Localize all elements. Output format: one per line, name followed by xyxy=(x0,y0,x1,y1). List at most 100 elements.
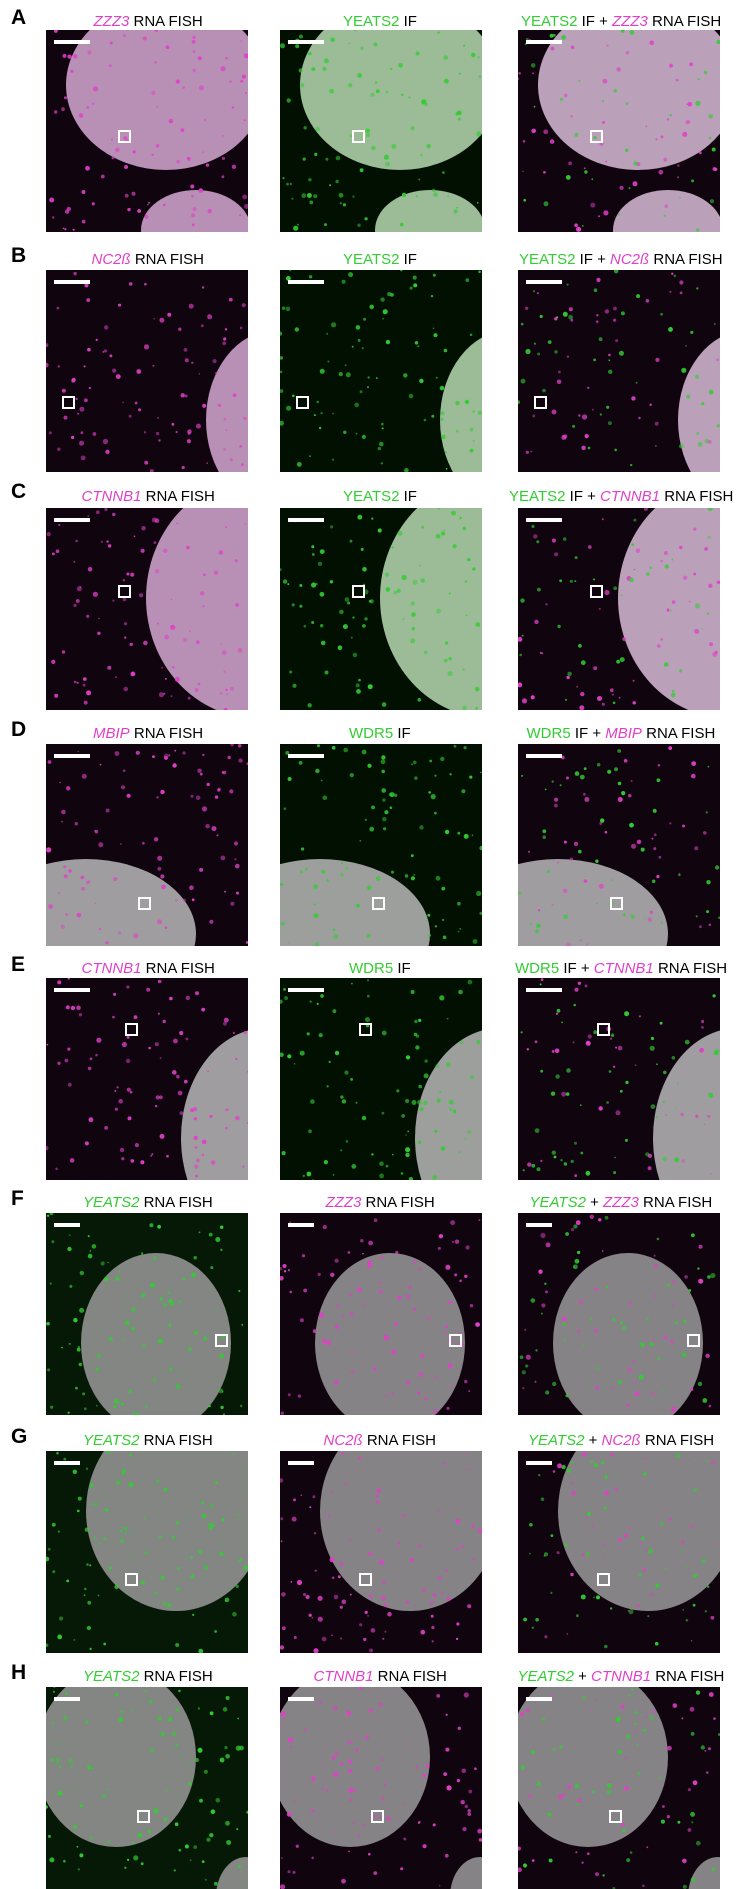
punctum xyxy=(633,568,636,571)
punctum xyxy=(381,1030,387,1036)
label-part: RNA FISH xyxy=(649,251,723,268)
punctum xyxy=(237,647,243,653)
punctum xyxy=(651,1392,655,1396)
punctum xyxy=(638,416,641,420)
punctum xyxy=(397,1541,401,1545)
punctum xyxy=(701,1020,705,1023)
punctum xyxy=(464,580,468,583)
punctum xyxy=(567,1784,572,1789)
scale-bar xyxy=(288,988,324,992)
punctum xyxy=(227,755,231,760)
punctum xyxy=(194,1757,200,1763)
punctum xyxy=(52,1570,56,1574)
panel-label: YEATS2 IF + ZZZ3 RNA FISH xyxy=(521,13,721,30)
punctum xyxy=(629,30,635,35)
punctum xyxy=(626,1858,631,1863)
punctum xyxy=(133,535,136,538)
punctum xyxy=(618,696,621,699)
punctum xyxy=(631,396,636,401)
punctum xyxy=(566,1068,571,1073)
panel-label: WDR5 IF xyxy=(349,960,411,977)
punctum xyxy=(570,1460,573,1464)
punctum xyxy=(355,683,360,688)
punctum xyxy=(696,1840,701,1846)
punctum xyxy=(361,749,367,755)
punctum xyxy=(559,1745,563,1749)
punctum xyxy=(108,1566,112,1570)
punctum xyxy=(82,1392,86,1396)
punctum xyxy=(364,1304,367,1306)
punctum xyxy=(175,79,180,84)
punctum xyxy=(704,438,710,444)
punctum xyxy=(373,1218,378,1222)
punctum xyxy=(529,1523,533,1527)
micrograph-panel xyxy=(518,270,720,472)
punctum xyxy=(382,798,386,802)
punctum xyxy=(539,651,542,654)
punctum xyxy=(364,217,368,221)
punctum xyxy=(445,1747,450,1752)
punctum xyxy=(229,458,233,462)
punctum xyxy=(445,1264,451,1270)
punctum xyxy=(83,677,87,681)
punctum xyxy=(203,118,206,122)
punctum xyxy=(191,213,195,218)
punctum xyxy=(151,90,156,95)
punctum xyxy=(393,590,397,595)
punctum xyxy=(649,1045,655,1051)
punctum xyxy=(639,1540,643,1544)
punctum xyxy=(409,1558,414,1563)
panel-label: ZZZ3 RNA FISH xyxy=(326,1194,435,1211)
panel-label: WDR5 IF + MBIP RNA FISH xyxy=(527,725,716,742)
punctum xyxy=(122,1339,125,1342)
punctum xyxy=(130,1159,135,1163)
punctum xyxy=(635,548,641,553)
punctum xyxy=(347,601,351,605)
punctum xyxy=(360,46,364,50)
punctum xyxy=(617,1473,620,1476)
punctum xyxy=(417,698,422,702)
punctum xyxy=(717,1733,720,1736)
punctum xyxy=(104,508,108,511)
punctum xyxy=(407,1130,410,1133)
punctum xyxy=(429,759,433,763)
punctum xyxy=(469,427,474,432)
punctum xyxy=(299,1318,304,1323)
nucleus xyxy=(613,190,720,232)
punctum xyxy=(373,1367,377,1371)
punctum xyxy=(570,45,575,50)
micrograph-image xyxy=(46,508,248,710)
punctum xyxy=(76,1845,79,1848)
punctum xyxy=(55,1760,59,1764)
punctum xyxy=(195,795,201,801)
punctum xyxy=(708,923,711,926)
punctum xyxy=(237,744,242,748)
punctum xyxy=(366,933,371,938)
punctum xyxy=(534,1128,540,1133)
punctum xyxy=(319,1761,322,1764)
punctum xyxy=(100,174,105,179)
punctum xyxy=(316,400,319,404)
punctum xyxy=(46,1043,49,1046)
punctum xyxy=(280,43,285,49)
punctum xyxy=(244,523,247,525)
punctum xyxy=(367,1551,373,1557)
punctum xyxy=(706,910,710,914)
punctum xyxy=(568,161,572,166)
punctum xyxy=(518,682,523,688)
label-part: RNA FISH xyxy=(640,1432,715,1449)
label-part: RNA FISH xyxy=(660,488,734,505)
punctum xyxy=(475,706,479,710)
punctum xyxy=(633,161,638,166)
punctum xyxy=(529,923,532,926)
roi-box xyxy=(215,1334,228,1347)
punctum xyxy=(604,1215,609,1220)
punctum xyxy=(418,178,421,181)
punctum xyxy=(660,638,664,641)
punctum xyxy=(539,983,542,986)
punctum xyxy=(331,746,336,750)
punctum xyxy=(681,1550,684,1553)
punctum xyxy=(411,1100,417,1105)
punctum xyxy=(281,1857,283,1859)
punctum xyxy=(157,1224,161,1229)
